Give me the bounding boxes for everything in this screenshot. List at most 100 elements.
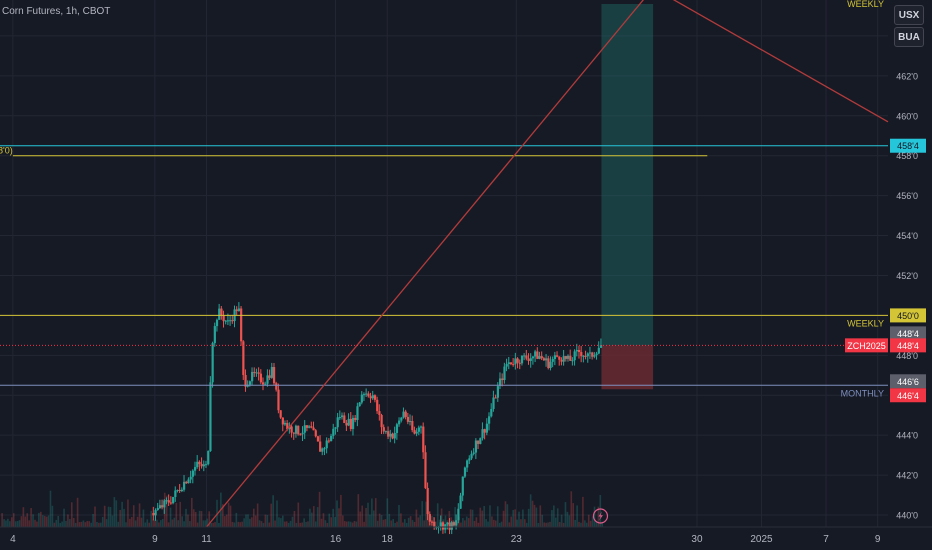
candle-body (534, 351, 537, 357)
y-tick-label: 456'0 (896, 191, 918, 201)
volume-bar (407, 517, 410, 527)
volume-bar (100, 522, 102, 527)
candle-body (209, 382, 212, 452)
volume-bar (396, 521, 398, 527)
candle-body (461, 476, 464, 496)
candle-body (365, 393, 368, 395)
candle-body (316, 436, 320, 442)
candle-body (200, 464, 203, 467)
volume-bar (173, 517, 176, 527)
candle-body (545, 358, 548, 361)
y-tick-label: 452'0 (896, 271, 918, 281)
candle-body (240, 308, 243, 342)
unit-bua-button[interactable]: BUA (894, 27, 924, 47)
volume-bar (109, 507, 112, 527)
volume-bar (278, 517, 280, 527)
candle-body (406, 416, 410, 422)
volume-bar (247, 514, 249, 527)
volume-bar (154, 519, 156, 527)
volume-bar (398, 505, 400, 527)
volume-bar (150, 510, 152, 527)
candle-body (183, 481, 186, 490)
volume-bar (330, 517, 333, 527)
volume-bar (241, 521, 243, 527)
level-badge: 450'0 (897, 311, 919, 321)
candle-body (485, 423, 489, 433)
candle-body (158, 505, 162, 509)
volume-bar (264, 514, 267, 527)
volume-bar (403, 519, 406, 527)
volume-bar (161, 518, 164, 527)
candle-body (378, 411, 381, 415)
volume-bar (167, 522, 170, 527)
price-label: 448'4 (897, 341, 919, 351)
volume-bar (194, 511, 197, 527)
candle-body (547, 358, 550, 369)
volume-bar (467, 518, 470, 527)
candle-body (400, 417, 403, 421)
candle-body (558, 356, 561, 360)
volume-bar (105, 519, 108, 527)
candle-body (428, 514, 431, 522)
candle-body (479, 438, 482, 444)
currency-usx-button[interactable]: USX (894, 5, 924, 25)
volume-bar (355, 521, 358, 527)
candle-body (204, 464, 208, 466)
y-tick-label: 462'0 (896, 71, 918, 81)
candle-body (430, 521, 434, 523)
volume-bar (483, 505, 485, 527)
candle-body (409, 420, 412, 422)
candle-body (268, 375, 271, 378)
volume-bar (80, 521, 83, 527)
x-tick-label: 2025 (750, 534, 773, 545)
candle-body (231, 320, 234, 322)
volume-bar (411, 520, 414, 527)
candle-body (518, 362, 521, 364)
candle-body (224, 320, 227, 322)
volume-bar (332, 508, 334, 527)
volume-bar (146, 519, 149, 527)
volume-bar (30, 508, 32, 527)
volume-bar (165, 495, 168, 527)
volume-bar (231, 521, 234, 527)
candle-body (334, 427, 337, 429)
candle-body (264, 383, 267, 385)
volume-bar (94, 506, 96, 527)
candle-body (220, 308, 223, 316)
candle-body (531, 356, 535, 359)
candle-body (424, 452, 427, 488)
volume-bar (371, 498, 373, 527)
symbol-tag: ZCH2025 (847, 341, 886, 351)
candle-body (498, 378, 502, 387)
candle-body (235, 309, 238, 312)
candle-body (277, 389, 280, 411)
volume-bar (460, 522, 462, 527)
volume-bar (59, 522, 61, 527)
volume-bar (103, 505, 106, 527)
volume-bar (498, 522, 501, 527)
volume-bar (26, 513, 29, 527)
candle-body (551, 358, 554, 362)
volume-bar (16, 521, 19, 527)
volume-bar (152, 519, 154, 527)
volume-bar (92, 514, 94, 527)
volume-bar (351, 522, 354, 527)
candle-body (272, 367, 276, 384)
volume-bar (516, 519, 518, 527)
volume-bar (591, 516, 594, 527)
candle-body (481, 429, 484, 439)
candle-body (248, 381, 252, 385)
volume-bar (572, 503, 575, 527)
volume-bar (144, 522, 147, 527)
candle-body (597, 347, 600, 354)
candle-body (380, 414, 383, 428)
candle-body (226, 320, 230, 322)
volume-bar (76, 497, 79, 527)
candle-body (433, 521, 436, 528)
candle-body (207, 451, 210, 465)
volume-bar (585, 522, 588, 527)
volume-bar (421, 501, 424, 527)
volume-bar (214, 522, 216, 527)
y-tick-label: 458'0 (896, 151, 918, 161)
